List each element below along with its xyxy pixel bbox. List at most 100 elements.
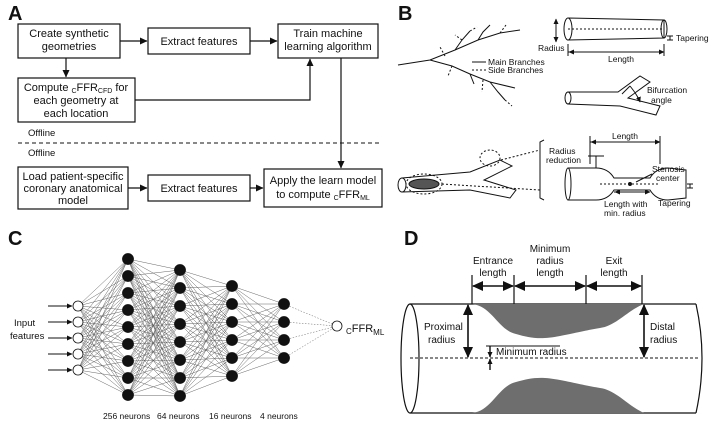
network-connection (127, 269, 181, 294)
hidden1-neuron (122, 270, 134, 282)
stenosed-vessel-drawing (397, 139, 545, 201)
label-stenosis-center-line1: Stenosis (652, 164, 685, 174)
input-neuron (72, 316, 84, 328)
legend-main-branches: Main Branches (488, 57, 545, 67)
dimension-markers (463, 275, 649, 370)
network-connection (127, 258, 181, 271)
hidden3-neuron (226, 334, 238, 346)
network-connection (127, 341, 181, 345)
network-connection (283, 303, 338, 327)
network-connection (77, 353, 129, 379)
network-connection (127, 360, 181, 379)
network-connection (127, 258, 181, 325)
label-distal-line2: radius (650, 335, 677, 346)
network-connection (127, 269, 181, 311)
label-minimum-length-line2: radius (536, 256, 563, 267)
label-bifurcation-line2: angle (651, 95, 672, 105)
network-connection (127, 326, 181, 343)
network-connection (127, 305, 181, 328)
label-stenosis-center-line2: center (656, 173, 680, 183)
network-connection (127, 258, 181, 379)
network-connection (77, 258, 129, 355)
hidden1-neuron (122, 287, 134, 299)
network-connection (127, 287, 181, 345)
network-connection (127, 269, 181, 328)
network-connection (127, 341, 181, 396)
network-connection (127, 275, 181, 343)
offline-label: Offline (28, 128, 55, 139)
box-create-geometries-line2: geometries (42, 41, 97, 53)
layer3-label: 16 neurons (209, 411, 252, 421)
network-connection (179, 285, 233, 361)
label-length: Length (608, 54, 634, 64)
panel-b-letter: B (398, 3, 412, 25)
hidden1-neuron (122, 321, 134, 333)
network-connection (127, 305, 181, 396)
network-connection (77, 258, 129, 323)
hidden1-neuron (122, 372, 134, 384)
network-connection (127, 275, 181, 307)
hidden4-neuron (278, 334, 290, 346)
hidden4-neuron (278, 352, 290, 364)
label-length-min-radius-line2: min. radius (604, 208, 646, 218)
network-connection (127, 359, 181, 379)
network-connection (179, 285, 233, 379)
output-neuron (331, 320, 343, 332)
network-connection (77, 292, 129, 371)
panel-a-letter: A (8, 3, 22, 25)
box-create-geometries-line1: Create synthetic (29, 28, 109, 40)
label-minimum-length-line1: Minimum (530, 244, 571, 255)
network-connection (127, 359, 181, 396)
network-connection (127, 377, 181, 397)
network-connection (179, 285, 233, 289)
panel-d: D (400, 228, 703, 414)
network-connection (127, 305, 181, 362)
label-tapering: Tapering (676, 33, 709, 43)
panel-c: C Input features CFFRML 256 neurons 64 n… (8, 228, 385, 421)
hidden1-neuron (122, 389, 134, 401)
network-connection (77, 275, 129, 371)
box-compute-ffr-cfd-line1: Compute CFFRCFD for (24, 82, 129, 95)
panel-a: A Create synthetic geometries Extract fe… (8, 3, 383, 210)
box-create-geometries (17, 23, 121, 59)
hidden2-neuron (174, 372, 186, 384)
network-connection (127, 269, 181, 379)
label-minimum-length-line3: length (536, 268, 563, 279)
box-load-patient-model-line2: coronary anatomical (23, 183, 122, 195)
network-connection (127, 343, 181, 361)
network-connection (127, 292, 181, 379)
label-proximal-line2: radius (428, 335, 455, 346)
box-compute-ffr-cfd-line3: each location (44, 108, 109, 120)
network-connection (77, 343, 129, 355)
network-connection (77, 360, 129, 371)
network-connection (127, 292, 181, 307)
network-connection (179, 303, 233, 397)
box-extract-features-bottom-label: Extract features (160, 183, 238, 195)
network-connection (127, 275, 181, 379)
hidden2-neuron (174, 318, 186, 330)
hidden1-neuron (122, 338, 134, 350)
hidden1-neuron (122, 355, 134, 367)
arrow-4-to-3 (135, 58, 314, 101)
network-connection (77, 337, 129, 396)
network-connection (77, 258, 129, 307)
network-connection (127, 323, 181, 345)
box-extract-features-top (147, 27, 251, 55)
hidden4-neuron (278, 298, 290, 310)
network-connection (127, 269, 181, 396)
label-entrance-line1: Entrance (473, 256, 513, 267)
network-connection (127, 258, 181, 289)
layer4-label: 4 neurons (260, 411, 298, 421)
layer1-label: 256 neurons (103, 411, 150, 421)
network-connection (77, 321, 129, 362)
label-length-min-radius-line1: Length with (604, 199, 648, 209)
network-connection (77, 309, 129, 371)
network-connection (77, 369, 129, 396)
network-connection (231, 285, 285, 305)
hidden1-neuron (122, 304, 134, 316)
hidden3-neuron (226, 298, 238, 310)
network-connection (127, 275, 181, 289)
network-connection (77, 305, 129, 345)
network-connection (127, 341, 181, 379)
network-connection (179, 375, 233, 397)
